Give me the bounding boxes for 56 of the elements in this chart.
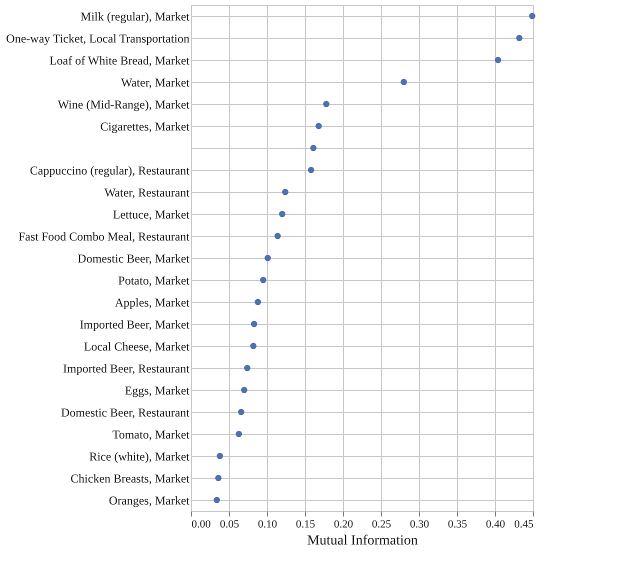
y-tick-label: Oranges, Market: [108, 494, 190, 508]
point: [494, 56, 502, 64]
x-tick-label: 0.40: [486, 518, 506, 530]
point: [250, 320, 258, 328]
point: [323, 100, 330, 108]
point: [241, 386, 248, 394]
y-tick-label: Rice (white), Market: [89, 450, 190, 464]
point: [516, 34, 522, 42]
y-tick-label: Imported Beer, Restaurant: [63, 362, 190, 376]
y-tick-label: Imported Beer, Market: [80, 318, 190, 332]
x-tick-label: 0.00: [192, 518, 212, 530]
y-tick-label: One-way Ticket, Local Transportation: [6, 32, 190, 46]
point: [238, 408, 244, 416]
point: [244, 364, 250, 372]
point: [529, 12, 536, 20]
point: [274, 232, 281, 240]
y-tick-label: Wine (Mid-Range), Market: [58, 98, 190, 112]
point: [310, 144, 317, 152]
point: [400, 78, 407, 86]
y-tick-label: Water, Market: [120, 76, 190, 90]
x-tick-label: 0.35: [448, 518, 468, 530]
y-tick-label: Domestic Beer, Market: [78, 252, 190, 266]
y-tick-label: Tomato, Market: [112, 428, 190, 442]
y-tick-label: Lettuce, Market: [112, 208, 190, 222]
point: [215, 474, 222, 482]
y-tick-label: Local Cheese, Market: [84, 340, 190, 354]
y-tick-label: Milk (regular), Market: [80, 10, 190, 24]
point: [250, 342, 256, 350]
y-tick-label: Domestic Beer, Restaurant: [61, 406, 190, 420]
y-tick-label: Cigarettes, Market: [100, 120, 190, 134]
x-tick-label: 0.45: [514, 518, 534, 530]
point: [316, 122, 322, 130]
point: [214, 496, 220, 504]
y-tick-label: Fast Food Combo Meal, Restaurant: [18, 230, 190, 244]
x-tick-label: 0.05: [220, 518, 240, 530]
point: [236, 430, 242, 438]
point: [216, 452, 224, 460]
point: [279, 210, 286, 218]
y-tick-label: Chicken Breasts, Market: [70, 472, 190, 486]
point: [260, 276, 266, 284]
y-tick-label: Cappuccino (regular), Restaurant: [30, 164, 190, 178]
x-tick-label: 0.15: [296, 518, 316, 530]
x-axis-title: Mutual Information: [307, 534, 418, 548]
x-tick-label: 0.25: [372, 518, 392, 530]
y-tick-label: Potato, Market: [118, 274, 190, 288]
point: [282, 188, 288, 196]
point: [254, 298, 262, 306]
y-tick-label: Eggs, Market: [124, 384, 190, 398]
x-tick-label: 0.20: [334, 518, 354, 530]
y-tick-label: Apples, Market: [114, 296, 190, 310]
point: [308, 166, 314, 174]
point: [264, 254, 271, 262]
y-tick-label: Water, Restaurant: [104, 186, 190, 200]
y-tick-label: Loaf of White Bread, Market: [49, 54, 190, 68]
x-tick-label: 0.30: [410, 518, 430, 530]
x-tick-label: 0.10: [258, 518, 278, 530]
